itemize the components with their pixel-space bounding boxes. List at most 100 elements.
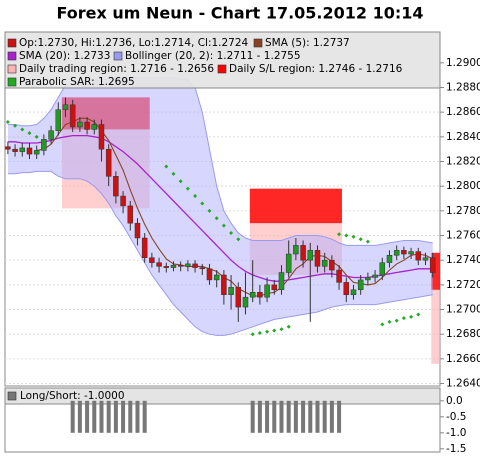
sar-dot [171,171,176,176]
candle-body [242,296,249,308]
legend-label: SMA (5): 1.2737 [265,37,350,49]
sar-dot [207,208,212,213]
y-tick-label: 1.2700 [446,304,480,316]
y-tick-label: 1.2880 [446,82,480,94]
candle-body [235,287,242,308]
candle-body [271,284,278,291]
sar-dot [185,186,190,191]
candle-body [300,245,306,261]
candle-body [429,257,436,273]
candle-body [422,257,429,261]
bar [293,400,298,433]
candle-body [113,176,119,197]
legend-swatch [7,38,17,48]
candle-body [343,282,350,295]
candle-body [285,253,292,273]
candle-body [120,195,126,207]
candle-body [228,287,234,295]
candle-body [321,259,328,267]
y-tick-label: -1.0 [446,427,467,439]
sar-dot [286,324,291,329]
sar-dot [344,233,349,238]
y-tick-label: -0.5 [446,411,467,423]
candle-body [62,104,69,110]
candle-body [170,264,177,268]
indicator-area: Long/Short: -1.0000 [7,390,342,433]
legend-swatch [7,391,17,401]
y-tick-label: 1.2660 [446,353,480,365]
candle-body [357,279,364,291]
plot-area [5,62,440,385]
bar [121,400,126,433]
candle-body [257,292,263,298]
chart-title: Forex um Neun - Chart 17.05.2012 10:14 [56,4,423,23]
sar-dot [34,134,39,139]
candle-body [365,277,371,281]
candle-body [350,289,357,295]
candle-body [213,274,220,281]
candle-body [249,292,256,298]
trading-region [431,289,440,364]
candle-body [69,104,76,128]
candle-body [401,250,407,255]
sar-dot [178,179,183,184]
sar-dot [387,319,392,324]
bar [113,400,118,433]
sl-region [249,188,342,224]
candle-body [264,284,270,298]
bar [70,400,75,433]
bar [92,400,97,433]
candle-body [386,255,393,263]
sar-dot [236,237,241,242]
sar-dot [214,216,219,221]
y-tick-label: 1.2800 [446,180,480,192]
y-tick-label: 1.2680 [446,328,480,340]
candle-body [156,262,162,267]
legend-label: Op:1.2730, Hi:1.2736, Lo:1.2714, Cl:1.27… [19,37,249,49]
candle-body [127,205,134,224]
bar [286,400,291,433]
sar-dot [272,328,277,333]
candle-body [336,269,342,283]
candle-body [84,121,90,130]
candle-body [41,139,47,151]
candle-body [98,124,105,150]
bar [135,400,140,433]
bollinger-lower [7,170,433,336]
candle-body [149,257,155,263]
candle-body [134,222,141,239]
candle-body [105,148,112,177]
y-tick-label: 1.2780 [446,205,480,217]
bar [301,400,306,433]
sar-dot [409,314,414,319]
sar-dot [5,120,10,125]
candle-body [278,272,285,291]
legend-swatch [113,51,123,61]
legend-label: Parabolic SAR: 1.2695 [19,76,135,88]
candle-body [163,266,170,268]
legend-label: Long/Short: -1.0000 [20,390,125,402]
bollinger-band [7,77,433,336]
candle-body [33,150,40,155]
y-tick-label: 1.2900 [446,57,480,69]
candle-body [12,148,18,152]
candle-body [192,263,198,268]
sar-dot [257,330,262,335]
candle-body [408,251,414,255]
bar [142,400,147,433]
bar [99,400,104,433]
sar-dot [279,327,284,332]
candle-body [415,251,422,261]
candle-body [379,262,386,276]
legend-swatch [7,64,17,74]
candle-body [91,124,98,130]
candle-body [185,263,191,267]
candle-body [5,146,11,150]
sl-region [431,252,440,290]
sar-dot [221,223,226,228]
y-tick-label: -1.5 [446,443,467,455]
bar [329,400,334,433]
sar-dot [193,194,198,199]
y-tick-label: 1.2720 [446,279,480,291]
bar [128,400,133,433]
